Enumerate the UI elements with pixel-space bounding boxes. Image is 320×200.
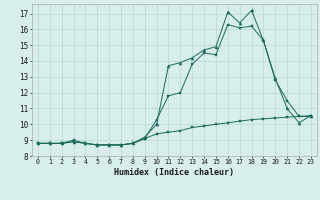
X-axis label: Humidex (Indice chaleur): Humidex (Indice chaleur) [115, 168, 234, 177]
